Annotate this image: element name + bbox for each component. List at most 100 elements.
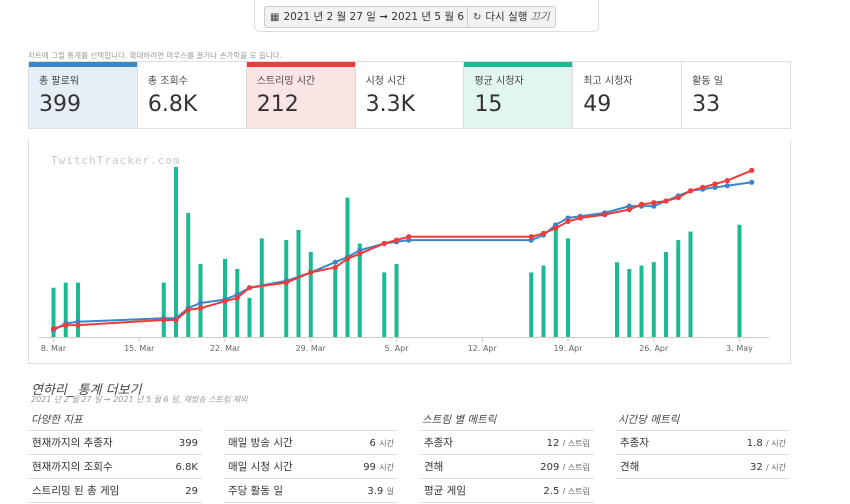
metric-label: 견해 xyxy=(424,461,444,473)
stat-label: 스트리밍 시간 xyxy=(256,76,316,87)
stat-label: 최고 시청자 xyxy=(583,76,633,87)
metric-value: 1.8 xyxy=(746,437,763,449)
group-title-per-hour: 시간당 메트릭 xyxy=(618,414,680,426)
stat-views[interactable]: 총 조회수 6.8K xyxy=(137,62,247,128)
x-axis-tick-label: 15. Mar xyxy=(124,344,155,353)
stat-watch-hours[interactable]: 시청 시간 3.3K xyxy=(355,62,465,128)
bar-mark xyxy=(235,269,240,337)
red-line-point xyxy=(687,188,694,194)
date-range-toolbar: ▦ 2021 년 2 월 27 일 ➞ 2021 년 5 월 6 일 ↻ 다시 실행… xyxy=(254,0,599,32)
table-row: 스트리밍 된 총 게임 29 xyxy=(28,479,202,503)
metrics-table-misc: 현재까지의 추종자 399 현재까지의 조회수 6.8K 스트리밍 된 총 게임 29 xyxy=(28,430,202,503)
stat-label: 총 조회수 xyxy=(147,76,188,87)
metric-label: 스트리밍 된 총 게임 xyxy=(32,485,120,497)
red-line-point xyxy=(540,230,547,236)
stat-peak-viewers[interactable]: 최고 시청자 49 xyxy=(573,62,683,128)
x-axis-tick-label: 22. Mar xyxy=(210,344,241,353)
red-line-point xyxy=(712,181,718,187)
table-row: 추종자 12 / 스트림 xyxy=(420,431,594,455)
stat-label: 활동 일 xyxy=(692,76,723,87)
table-row: 매일 방송 시간 6 시간 xyxy=(224,431,398,455)
bar-mark xyxy=(615,262,619,337)
stat-value: 6.8K xyxy=(147,92,198,117)
bar-mark xyxy=(541,265,546,337)
metric-label: 평균 게임 xyxy=(424,485,466,497)
metric-value: 2.5 xyxy=(543,485,560,497)
red-line-point xyxy=(332,264,338,270)
bar-mark xyxy=(161,282,166,337)
stats-chart[interactable]: TwitchTracker.com 8. Mar 15. Mar 22. Mar 29… xyxy=(28,140,791,364)
bar-mark xyxy=(737,224,742,337)
red-line-point xyxy=(749,167,755,173)
red-line-point xyxy=(185,307,191,313)
bar-mark xyxy=(51,287,56,337)
refresh-button[interactable]: ↻ 다시 실행 끄기 xyxy=(467,6,556,28)
table-row: 견해 209 / 스트림 xyxy=(420,455,594,479)
red-line-point xyxy=(565,218,571,224)
stat-active-days[interactable]: 활동 일 33 xyxy=(682,62,791,128)
date-range-label: 2021 년 2 월 27 일 ➞ 2021 년 5 월 6 일 xyxy=(283,11,478,23)
bar-mark xyxy=(676,240,681,337)
refresh-icon: ↻ xyxy=(473,12,482,23)
metrics-table-per-hour: 추종자 1.8 / 시간 견해 32 / 시간 xyxy=(616,430,790,479)
metric-value: 6 xyxy=(369,437,376,449)
bar-mark xyxy=(394,263,399,337)
red-line-point xyxy=(393,237,400,243)
red-line-point xyxy=(222,298,228,304)
bar-mark xyxy=(357,243,362,337)
table-row: 추종자 1.8 / 시간 xyxy=(616,431,790,455)
watermark: TwitchTracker.com xyxy=(51,154,181,167)
stat-avg-viewers[interactable]: 평균 시청자 15 xyxy=(464,62,574,128)
bar-mark xyxy=(688,231,693,337)
metrics-table-per-stream: 추종자 12 / 스트림 견해 209 / 스트림 평균 게임 2.5 / 스트림 xyxy=(420,430,594,503)
red-line-point xyxy=(577,215,583,221)
stat-followers[interactable]: 총 팔로워 399 xyxy=(29,62,138,128)
metric-unit: 시간 xyxy=(379,438,394,448)
red-line-point xyxy=(638,201,645,207)
stat-label: 시청 시간 xyxy=(365,76,406,87)
red-line-point xyxy=(344,256,351,262)
metric-label: 현재까지의 추종자 xyxy=(32,437,113,449)
red-line-point xyxy=(553,225,559,231)
x-axis-tick-label: 26. Apr xyxy=(639,344,669,353)
metric-value: 3.9 xyxy=(367,485,384,497)
bar-mark xyxy=(308,252,313,337)
bar-mark xyxy=(284,240,289,337)
metric-unit: 일 xyxy=(386,486,394,496)
metric-label: 추종자 xyxy=(424,437,453,449)
red-line-point xyxy=(283,280,289,286)
bar-mark xyxy=(296,229,301,337)
bar-mark xyxy=(186,212,191,337)
bar-mark xyxy=(247,297,252,337)
metric-value: 99 xyxy=(363,461,376,473)
bar-mark xyxy=(553,223,558,337)
red-line-point xyxy=(700,184,706,190)
off-link[interactable]: 끄기 xyxy=(530,11,550,23)
red-line-point xyxy=(651,200,657,206)
red-line-point xyxy=(724,178,730,184)
red-line-point xyxy=(406,234,412,240)
table-row: 현재까지의 조회수 6.8K xyxy=(28,455,202,479)
red-line xyxy=(53,169,753,330)
metric-label: 매일 시청 시간 xyxy=(228,461,293,473)
x-axis-tick-label: 3. May xyxy=(726,344,753,353)
stat-color-bar xyxy=(464,62,573,67)
red-line-point xyxy=(234,295,240,301)
bar-mark xyxy=(76,282,80,337)
stat-color-bar xyxy=(29,62,137,67)
red-line-point xyxy=(308,269,314,275)
refresh-label: 다시 실행 xyxy=(485,11,528,23)
metric-value: 32 xyxy=(749,461,763,473)
table-row: 매일 시청 시간 99 시간 xyxy=(224,455,398,479)
metric-label: 추종자 xyxy=(620,437,649,449)
stat-streaming-hours[interactable]: 스트리밍 시간 212 xyxy=(246,62,356,128)
bar-mark xyxy=(63,282,68,337)
stat-label: 총 팔로워 xyxy=(39,76,79,87)
blue-line-point xyxy=(749,179,755,185)
date-range-button[interactable]: ▦ 2021 년 2 월 27 일 ➞ 2021 년 5 월 6 일 xyxy=(264,6,484,28)
metric-value: 399 xyxy=(178,437,198,449)
bar-mark xyxy=(382,272,387,337)
red-line-point xyxy=(173,317,179,323)
x-axis-tick-label: 5. Apr xyxy=(384,344,409,353)
metric-unit: / 시간 xyxy=(766,462,786,472)
